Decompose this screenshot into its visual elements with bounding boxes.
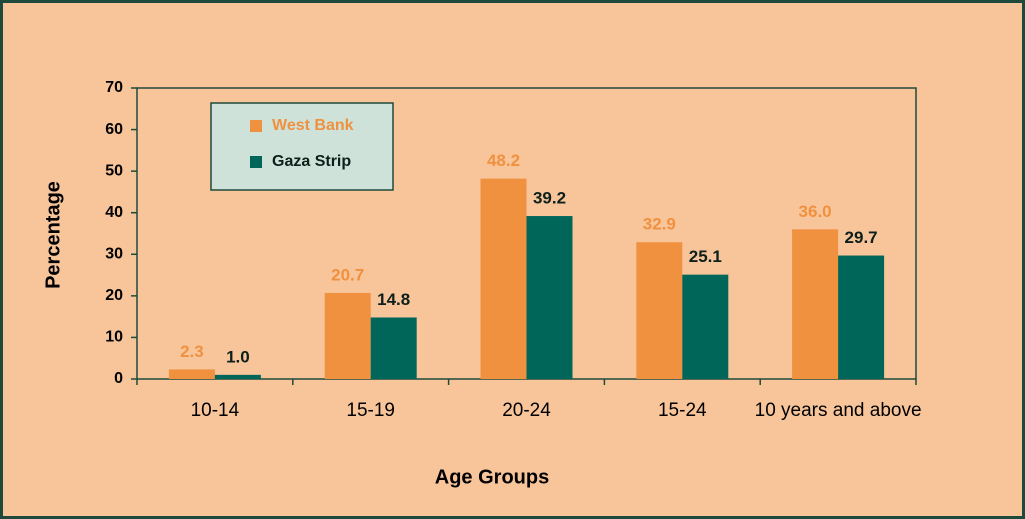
y-tick-label: 60 [105,121,123,138]
bar [682,274,729,379]
bar [480,178,527,379]
x-tick-label: 10 years and above [755,400,922,421]
y-tick-label: 70 [105,79,123,96]
data-label: 14.8 [377,290,410,309]
y-tick-label: 0 [114,370,123,387]
bar [324,292,371,379]
bar [526,216,573,379]
data-label: 48.2 [487,151,520,170]
y-tick-label: 40 [105,204,123,221]
data-label: 1.0 [226,347,250,366]
x-tick-label: 10-14 [191,400,240,421]
x-tick-label: 15-19 [346,400,395,421]
y-axis-label: Percentage [42,181,64,289]
y-tick-label: 20 [105,287,123,304]
x-axis-label: Age Groups [435,466,549,488]
x-tick-label: 15-24 [658,400,707,421]
data-label: 29.7 [845,228,878,247]
x-tick-label: 20-24 [502,400,551,421]
bar [636,242,683,379]
bar [838,255,885,379]
legend-swatch [250,120,262,132]
data-label: 32.9 [643,215,676,234]
y-tick-label: 10 [105,329,123,346]
legend [210,102,394,191]
legend-swatch [250,156,262,168]
bar [214,374,261,379]
legend-label: Gaza Strip [272,153,351,170]
data-label: 20.7 [331,265,364,284]
legend-label: West Bank [272,117,354,134]
data-label: 36.0 [799,202,832,221]
y-tick-label: 50 [105,162,123,179]
data-label: 39.2 [533,189,566,208]
bar [792,229,839,379]
bar [168,369,215,379]
bar [370,317,417,379]
y-tick-label: 30 [105,246,123,263]
data-label: 25.1 [689,247,722,266]
data-label: 2.3 [180,342,204,361]
